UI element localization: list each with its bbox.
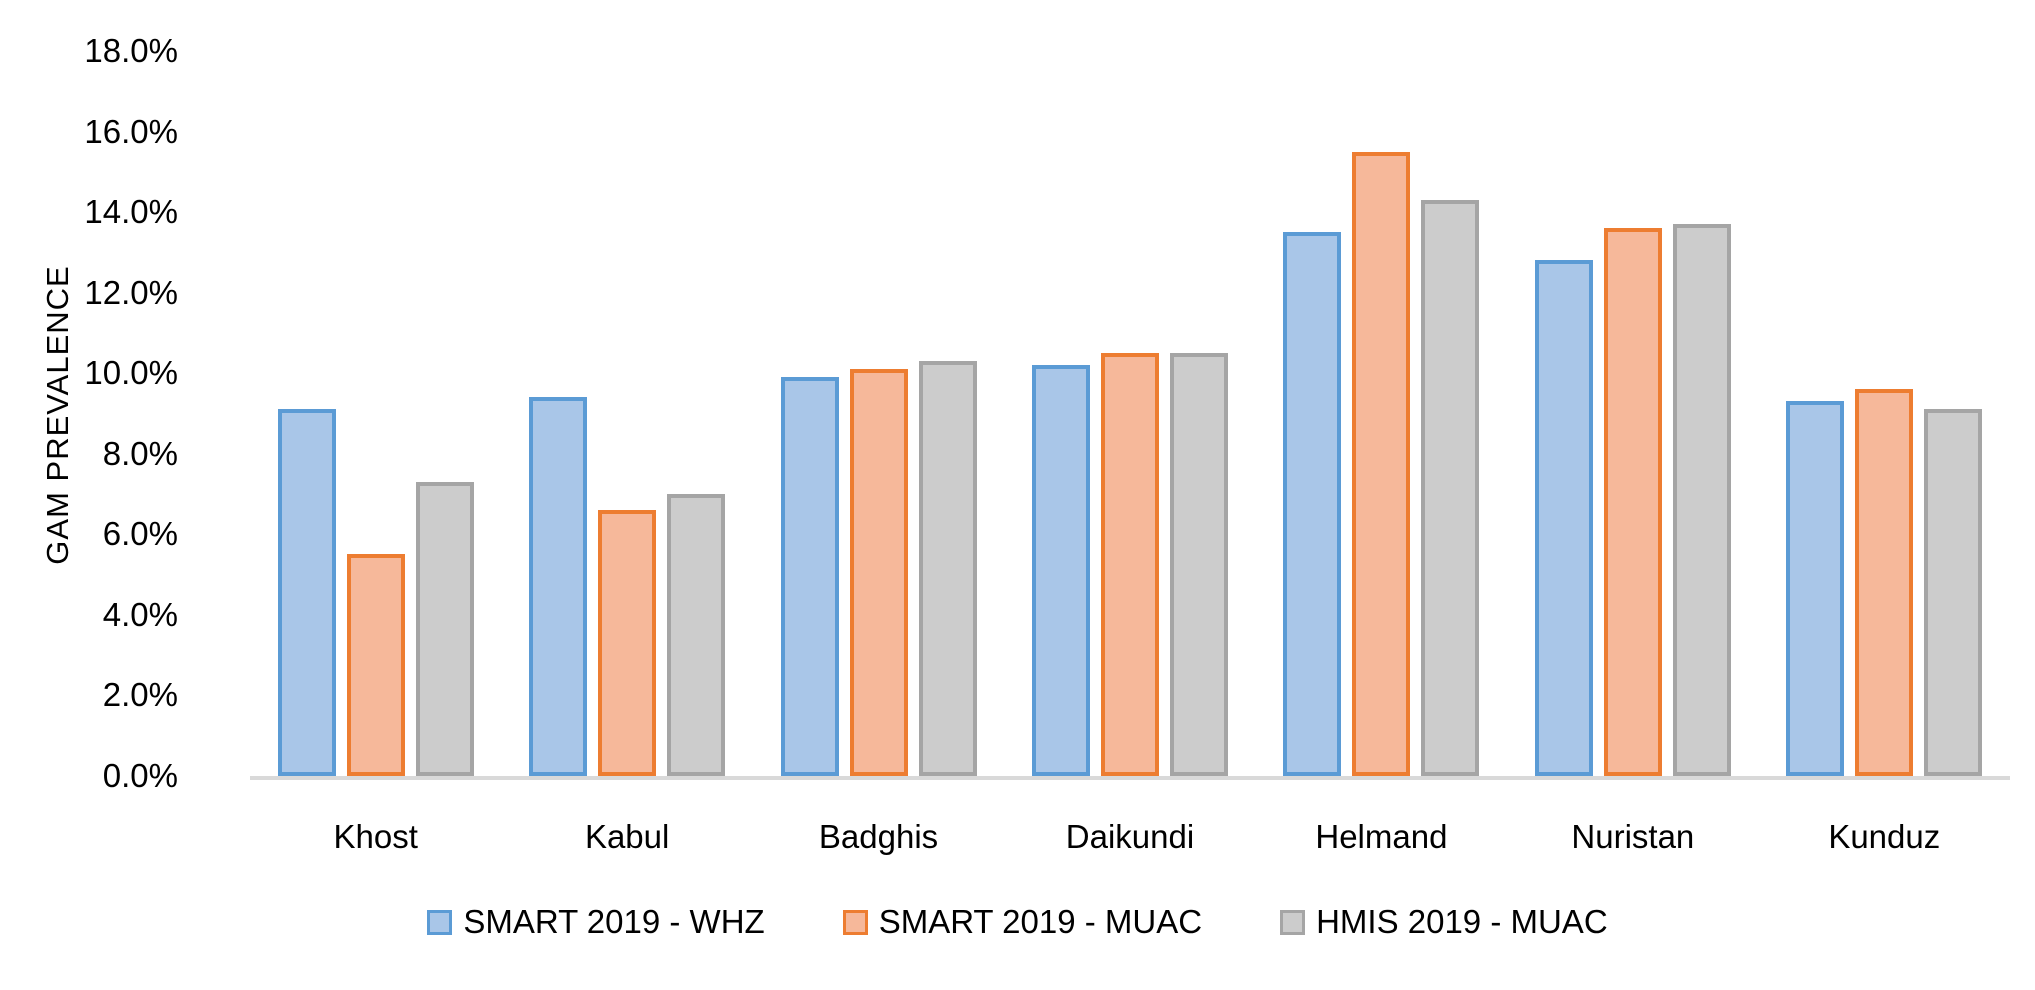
bar-group-khost: [250, 51, 501, 776]
bar-daikundi-smart-2019-whz: [1031, 365, 1090, 776]
bar-khost-smart-2019-whz: [277, 409, 336, 776]
bar-group-kabul: [501, 51, 752, 776]
bar-badghis-hmis-2019-muac: [918, 361, 977, 776]
bar-badghis-smart-2019-muac: [849, 369, 908, 776]
legend-item-smart-2019-muac: SMART 2019 - MUAC: [842, 903, 1203, 941]
x-axis-label-kunduz: Kunduz: [1828, 818, 1941, 855]
bar-kabul-smart-2019-muac: [598, 510, 657, 776]
bar-helmand-hmis-2019-muac: [1421, 200, 1480, 776]
legend-label: SMART 2019 - MUAC: [878, 903, 1203, 940]
bar-daikundi-hmis-2019-muac: [1169, 353, 1228, 776]
bar-helmand-smart-2019-muac: [1352, 151, 1411, 776]
y-tick-label: 0.0%: [102, 757, 178, 794]
bar-group-kunduz: [1759, 51, 2010, 776]
bar-group-nuristan: [1507, 51, 1758, 776]
legend: SMART 2019 - WHZ SMART 2019 - MUAC HMIS 20…: [0, 903, 2035, 941]
bar-kabul-smart-2019-whz: [529, 397, 588, 776]
x-axis-label-helmand: Helmand: [1315, 818, 1448, 855]
bar-nuristan-hmis-2019-muac: [1672, 224, 1731, 776]
legend-item-hmis-2019-muac: HMIS 2019 - MUAC: [1280, 903, 1608, 941]
x-axis-label-badghis: Badghis: [818, 818, 939, 855]
bar-khost-smart-2019-muac: [346, 554, 405, 776]
legend-label: SMART 2019 - WHZ: [463, 903, 765, 940]
bar-nuristan-smart-2019-muac: [1603, 228, 1662, 776]
x-axis-label-kabul: Kabul: [584, 818, 670, 855]
y-tick-label: 10.0%: [84, 354, 178, 392]
y-tick-label: 16.0%: [84, 112, 178, 150]
bar-kunduz-smart-2019-muac: [1855, 389, 1914, 776]
bar-khost-hmis-2019-muac: [415, 481, 474, 776]
bar-kabul-hmis-2019-muac: [667, 494, 726, 776]
bar-kunduz-smart-2019-whz: [1786, 401, 1845, 776]
bar-kunduz-hmis-2019-muac: [1924, 409, 1983, 776]
y-tick-label: 8.0%: [102, 434, 178, 472]
bar-group-daikundi: [1004, 51, 1255, 776]
y-tick-label: 12.0%: [84, 273, 178, 311]
legend-swatch: [1280, 909, 1306, 935]
legend-item-smart-2019-whz: SMART 2019 - WHZ: [427, 903, 765, 941]
x-axis-label-daikundi: Daikundi: [1065, 818, 1195, 855]
bar-helmand-smart-2019-whz: [1283, 232, 1342, 776]
y-tick-label: 14.0%: [84, 193, 178, 231]
bar-nuristan-smart-2019-whz: [1534, 260, 1593, 776]
legend-swatch: [842, 909, 868, 935]
y-tick-label: 6.0%: [102, 515, 178, 553]
x-axis-label-nuristan: Nuristan: [1571, 818, 1695, 855]
bar-badghis-smart-2019-whz: [780, 377, 839, 776]
legend-swatch: [427, 909, 453, 935]
bar-daikundi-smart-2019-muac: [1100, 353, 1159, 776]
y-tick-label: 2.0%: [102, 676, 178, 714]
plot-area: [250, 51, 2010, 780]
bar-group-helmand: [1256, 51, 1507, 776]
y-tick-label: 4.0%: [102, 595, 178, 633]
legend-label: HMIS 2019 - MUAC: [1316, 903, 1608, 940]
y-tick-label: 18.0%: [84, 32, 178, 69]
bar-group-badghis: [753, 51, 1004, 776]
x-axis-label-khost: Khost: [333, 818, 418, 855]
